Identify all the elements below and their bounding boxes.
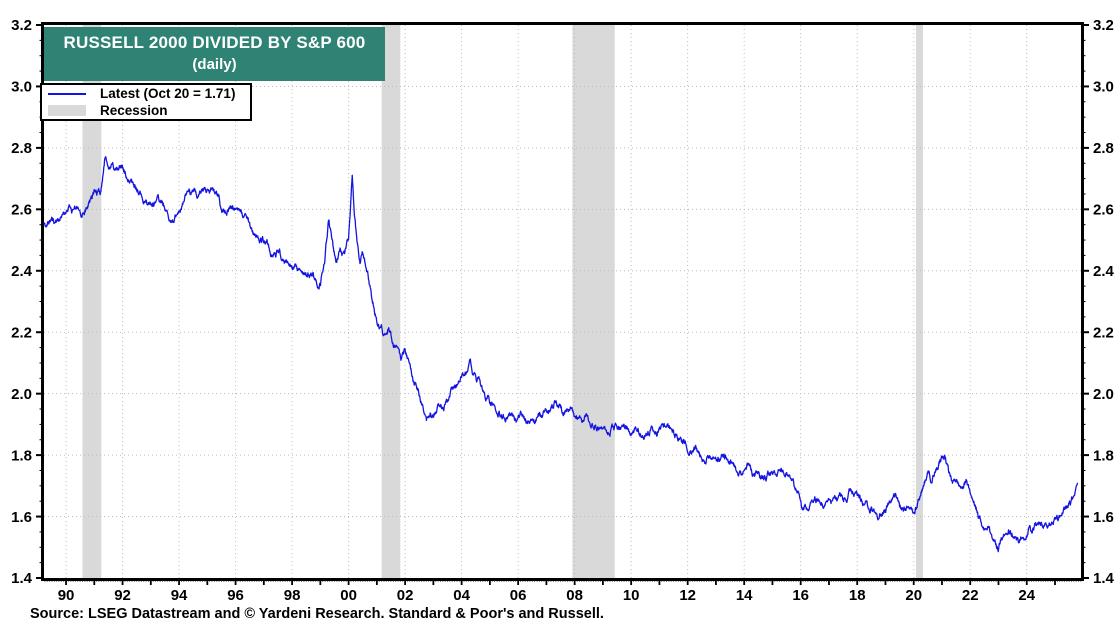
chart-title: RUSSELL 2000 DIVIDED BY S&P 600	[63, 33, 366, 53]
y-axis-label-left: 2.4	[11, 263, 33, 280]
legend-recession-swatch	[48, 104, 86, 116]
y-axis-label-right: 1.6	[1093, 509, 1114, 526]
y-axis-label-left: 1.8	[11, 447, 32, 464]
x-axis-label: 08	[566, 587, 583, 604]
y-axis-label-right: 2.8	[1093, 140, 1114, 157]
x-axis-label: 92	[114, 587, 131, 604]
x-axis-label: 24	[1018, 587, 1035, 604]
x-axis-label: 16	[792, 587, 809, 604]
legend-latest-label: Latest (Oct 20 = 1.71)	[100, 86, 236, 102]
y-axis-label-right: 3.2	[1093, 17, 1114, 34]
y-axis-label-right: 1.8	[1093, 447, 1114, 464]
x-axis-label: 12	[679, 587, 696, 604]
y-axis-label-right: 2.0	[1093, 386, 1114, 403]
legend-entry-recession: Recession	[48, 103, 244, 119]
y-axis-label-left: 3.0	[11, 79, 32, 96]
legend-line-swatch	[48, 92, 86, 95]
y-axis-label-right: 3.0	[1093, 79, 1114, 96]
x-axis-label: 96	[227, 587, 244, 604]
x-axis-label: 98	[284, 587, 301, 604]
y-axis-label-right: 2.4	[1093, 263, 1115, 280]
legend-recession-label: Recession	[100, 102, 168, 118]
legend: Latest (Oct 20 = 1.71) Recession	[40, 83, 252, 121]
chart-title-banner: RUSSELL 2000 DIVIDED BY S&P 600 (daily)	[44, 27, 385, 81]
recession-band	[915, 25, 924, 578]
y-axis-label-right: 2.2	[1093, 324, 1114, 341]
x-axis-label: 04	[453, 587, 470, 604]
legend-entry-latest: Latest (Oct 20 = 1.71)	[48, 86, 244, 102]
y-axis-label-left: 2.2	[11, 324, 32, 341]
plot-frame	[41, 22, 1084, 581]
y-axis-label-left: 1.4	[11, 570, 33, 587]
recession-band	[381, 25, 401, 578]
x-axis-label: 06	[510, 587, 527, 604]
y-axis-label-left: 1.6	[11, 509, 32, 526]
y-axis-label-left: 3.2	[11, 17, 32, 34]
ratio-line	[43, 156, 1079, 553]
x-axis-label: 22	[962, 587, 979, 604]
chart-subtitle: (daily)	[192, 56, 237, 74]
x-axis-label: 90	[58, 587, 75, 604]
x-axis-label: 02	[397, 587, 414, 604]
y-axis-label-right: 2.6	[1093, 202, 1114, 219]
x-axis-label: 10	[623, 587, 640, 604]
y-axis-label-right: 1.4	[1093, 570, 1115, 587]
y-axis-label-left: 2.6	[11, 202, 32, 219]
x-axis-label: 20	[905, 587, 922, 604]
source-credit: Source: LSEG Datastream and © Yardeni Re…	[30, 606, 604, 622]
x-axis-label: 00	[340, 587, 357, 604]
y-axis-label-left: 2.0	[11, 386, 32, 403]
x-axis-label: 94	[171, 587, 188, 604]
x-axis-label: 14	[736, 587, 753, 604]
x-axis-label: 18	[849, 587, 866, 604]
y-axis-label-left: 2.8	[11, 140, 32, 157]
recession-band	[572, 25, 615, 578]
recession-band	[82, 25, 102, 578]
